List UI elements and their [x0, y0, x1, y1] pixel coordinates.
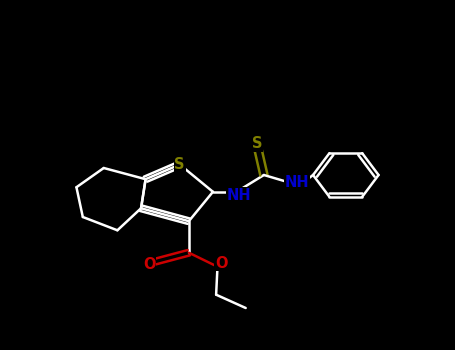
Text: O: O — [215, 256, 228, 271]
Text: NH: NH — [227, 188, 251, 203]
Text: NH: NH — [285, 175, 309, 190]
Text: O: O — [143, 258, 156, 272]
Text: S: S — [252, 136, 263, 151]
Text: S: S — [174, 157, 185, 172]
